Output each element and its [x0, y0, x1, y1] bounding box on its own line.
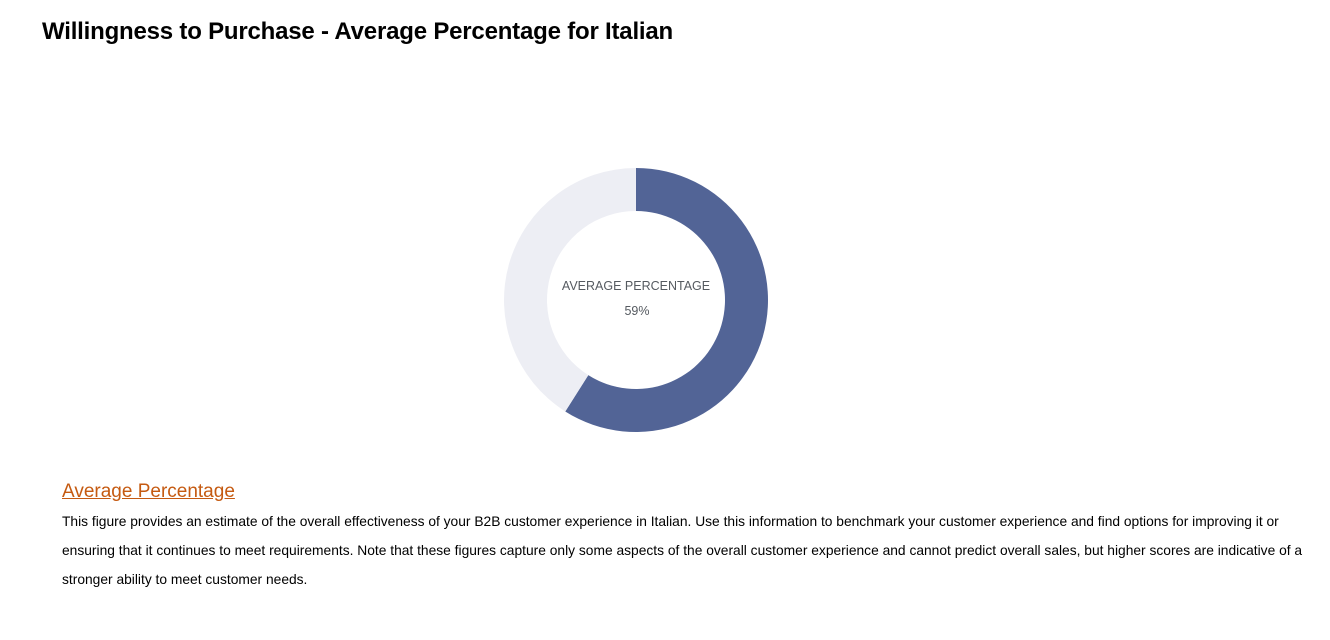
section-heading: Average Percentage	[62, 481, 235, 502]
donut-chart-svg: AVERAGE PERCENTAGE 59%	[504, 168, 768, 432]
donut-slice-value	[565, 168, 768, 432]
description-section: Average Percentage This figure provides …	[62, 481, 1312, 594]
donut-center-label: AVERAGE PERCENTAGE	[562, 279, 710, 293]
donut-chart: AVERAGE PERCENTAGE 59%	[496, 160, 776, 440]
section-body: This figure provides an estimate of the …	[62, 514, 1303, 587]
donut-center-value: 59%	[624, 304, 649, 318]
page-title: Willingness to Purchase - Average Percen…	[42, 18, 673, 45]
donut-slice-remainder	[504, 168, 636, 412]
